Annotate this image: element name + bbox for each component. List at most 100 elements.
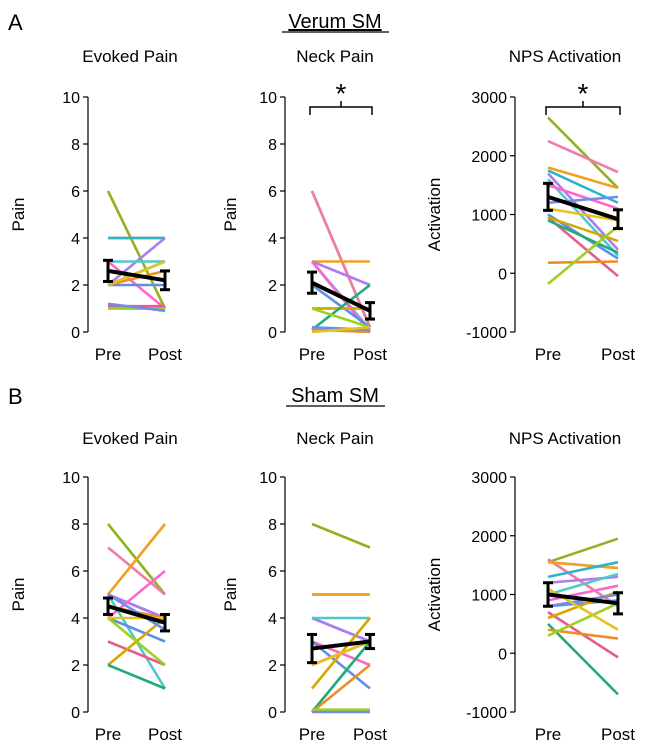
subject-line — [107, 269, 166, 287]
subject-line — [547, 558, 619, 608]
mean-line — [547, 592, 619, 606]
y-tick-label: 6 — [268, 564, 277, 581]
y-tick-label: 6 — [268, 184, 277, 201]
y-tick-label: 6 — [71, 184, 80, 201]
y-tick-label: 0 — [268, 705, 277, 722]
mean-line — [547, 194, 619, 222]
chart-sham-evoked-pain: Evoked Pain Pain 0 2 4 6 8 10 Pre Post — [9, 429, 182, 744]
y-tick-label: 8 — [268, 517, 277, 534]
y-tick-label: 4 — [71, 231, 80, 248]
subject-line — [107, 616, 166, 643]
y-axis-label: Pain — [221, 577, 240, 611]
y-tick-label: 2 — [71, 278, 80, 295]
x-tick-label: Post — [601, 725, 635, 744]
subject-line — [311, 663, 371, 714]
y-tick-label: 2 — [71, 658, 80, 675]
y-tick-label: 10 — [62, 470, 80, 487]
y-tick-label: 8 — [268, 137, 277, 154]
y-tick-label: 4 — [71, 611, 80, 628]
x-tick-label: Pre — [95, 345, 121, 364]
subject-line — [547, 537, 619, 564]
subject-line — [311, 640, 371, 667]
subject-line — [547, 260, 619, 264]
group-title-verum: Verum SM — [288, 11, 381, 33]
y-tick-label: 10 — [259, 470, 277, 487]
y-tick-label: 0 — [268, 325, 277, 342]
subject-line — [311, 616, 371, 643]
y-axis-label: Pain — [9, 197, 28, 231]
subject-line — [547, 116, 619, 189]
subject-line — [547, 216, 619, 278]
subject-line — [107, 546, 166, 596]
x-tick-label: Post — [601, 345, 635, 364]
group-title-sham: Sham SM — [291, 385, 379, 407]
x-tick-label: Post — [148, 345, 182, 364]
panel-letter-a: A — [8, 10, 23, 35]
mean-line — [311, 639, 371, 651]
subject-line — [547, 207, 619, 222]
y-tick-label: 8 — [71, 137, 80, 154]
subject-line — [107, 640, 166, 667]
chart-sham-neck-pain: Neck Pain Pain 0 2 4 6 8 10 Pre Post — [221, 429, 387, 744]
chart-verum-evoked-pain: Evoked Pain Pain 0 2 4 6 8 10 Pre Post — [9, 47, 182, 364]
y-tick-label: 4 — [268, 231, 277, 248]
y-tick-label: 0 — [71, 325, 80, 342]
chart-sham-nps-activation: NPS Activation Activation -1000 0 1000 2000 30… — [425, 429, 635, 744]
subject-line — [547, 183, 619, 210]
mean-line — [311, 280, 371, 313]
y-tick-label: 8 — [71, 517, 80, 534]
subject-line — [547, 572, 619, 596]
panel-letter-b: B — [8, 384, 23, 409]
y-tick-label: 1000 — [471, 588, 507, 605]
y-tick-label: 1000 — [471, 208, 507, 225]
mean-line — [107, 268, 166, 283]
chart-verum-nps-activation: NPS Activation Activation -1000 0 1000 2000 30… — [425, 47, 635, 364]
subject-line — [547, 178, 619, 257]
chart-title: NPS Activation — [509, 47, 621, 66]
subject-line — [547, 560, 619, 570]
significance-star: * — [578, 78, 589, 109]
x-tick-label: Post — [148, 725, 182, 744]
mean-line — [107, 604, 166, 625]
subject-line — [547, 166, 619, 190]
y-tick-label: 10 — [62, 90, 80, 107]
y-tick-label: 2000 — [471, 529, 507, 546]
subject-line — [310, 640, 372, 713]
y-tick-label: -1000 — [466, 325, 507, 342]
y-axis-label: Pain — [9, 577, 28, 611]
subject-line — [547, 560, 619, 579]
y-tick-label: 2 — [268, 658, 277, 675]
subject-line — [547, 622, 619, 696]
subject-line — [106, 523, 167, 596]
subject-line — [107, 593, 166, 631]
y-tick-label: 2 — [268, 278, 277, 295]
x-tick-label: Pre — [95, 725, 121, 744]
x-tick-label: Pre — [535, 725, 561, 744]
x-tick-label: Post — [353, 725, 387, 744]
x-tick-label: Post — [353, 345, 387, 364]
subject-line — [107, 616, 166, 667]
x-tick-label: Pre — [535, 345, 561, 364]
subject-line — [311, 260, 371, 287]
chart-title: NPS Activation — [509, 429, 621, 448]
chart-title: Evoked Pain — [82, 47, 177, 66]
y-tick-label: -1000 — [466, 705, 507, 722]
subject-line — [547, 225, 619, 285]
subject-line — [547, 139, 619, 174]
y-tick-label: 6 — [71, 564, 80, 581]
y-tick-label: 2000 — [471, 149, 507, 166]
chart-verum-neck-pain: Neck Pain Pain 0 2 4 6 8 10 Pre Post * — [221, 47, 387, 364]
x-tick-label: Pre — [299, 725, 325, 744]
y-axis-label: Pain — [221, 197, 240, 231]
y-tick-label: 4 — [268, 611, 277, 628]
y-tick-label: 3000 — [471, 90, 507, 107]
y-tick-label: 3000 — [471, 470, 507, 487]
subject-line — [311, 283, 371, 331]
subject-line — [311, 307, 371, 329]
y-axis-label: Activation — [425, 178, 444, 252]
subject-line — [106, 190, 167, 310]
subject-line — [311, 326, 371, 334]
y-tick-label: 0 — [498, 266, 507, 283]
subject-line — [311, 522, 371, 549]
subject-line — [107, 260, 166, 287]
